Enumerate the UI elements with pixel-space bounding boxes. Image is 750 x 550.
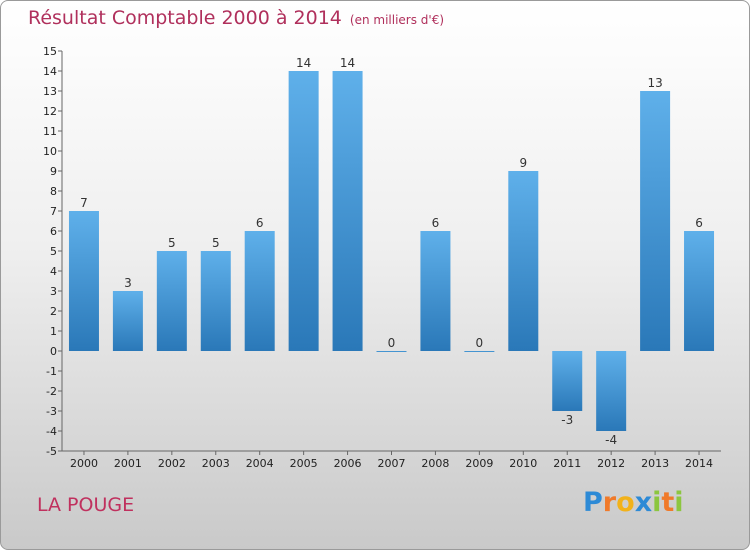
bar	[68, 211, 99, 351]
x-tick-label: 2001	[114, 457, 142, 470]
bar	[332, 71, 363, 351]
y-tick-label: 15	[43, 45, 57, 58]
x-tick-label: 2013	[641, 457, 669, 470]
y-tick-label: 9	[50, 165, 57, 178]
data-label: 6	[256, 216, 264, 230]
y-tick-label: 10	[43, 145, 57, 158]
x-tick-label: 2011	[553, 457, 581, 470]
data-label: 5	[168, 236, 176, 250]
x-tick-label: 2003	[202, 457, 230, 470]
y-tick-label: 0	[50, 345, 57, 358]
commune-name: LA POUGE	[37, 494, 135, 516]
bar	[596, 351, 627, 431]
x-tick-label: 2002	[158, 457, 186, 470]
y-tick-label: 2	[50, 305, 57, 318]
x-tick-label: 2004	[246, 457, 274, 470]
bar	[464, 351, 495, 352]
y-tick-label: 12	[43, 105, 57, 118]
data-label: 5	[212, 236, 220, 250]
y-tick-label: 4	[50, 265, 57, 278]
x-tick-label: 2005	[290, 457, 318, 470]
bar	[288, 71, 319, 351]
x-tick-label: 2006	[334, 457, 362, 470]
data-label: 0	[476, 336, 484, 350]
x-tick-label: 2010	[509, 457, 537, 470]
data-label: -3	[561, 413, 573, 427]
bar	[552, 351, 583, 411]
y-tick-label: 6	[50, 225, 57, 238]
bar	[420, 231, 451, 351]
bar	[200, 251, 231, 351]
y-tick-label: -4	[46, 425, 57, 438]
logo-letter: i	[652, 487, 662, 518]
bar	[640, 91, 671, 351]
bar	[684, 231, 715, 351]
y-tick-label: -2	[46, 385, 57, 398]
data-label: 14	[296, 56, 311, 70]
y-tick-label: 13	[43, 85, 57, 98]
x-tick-label: 2000	[70, 457, 98, 470]
x-tick-label: 2012	[597, 457, 625, 470]
chart-subtitle: (en milliers d'€)	[349, 13, 445, 27]
x-tick-label: 2008	[421, 457, 449, 470]
data-label: 6	[695, 216, 703, 230]
logo-letter: P	[583, 487, 603, 518]
y-tick-label: -5	[46, 445, 57, 458]
y-tick-label: 7	[50, 205, 57, 218]
data-label: 13	[647, 76, 662, 90]
x-tick-label: 2009	[465, 457, 493, 470]
bar	[156, 251, 187, 351]
y-tick-label: -3	[46, 405, 57, 418]
bar	[244, 231, 275, 351]
y-tick-label: 8	[50, 185, 57, 198]
data-label: 6	[432, 216, 440, 230]
logo-letter: i	[674, 487, 684, 518]
logo-letter: o	[616, 487, 635, 518]
bar	[112, 291, 143, 351]
y-tick-label: 14	[43, 65, 57, 78]
x-tick-label: 2014	[685, 457, 713, 470]
y-tick-label: 1	[50, 325, 57, 338]
bar	[376, 351, 407, 352]
data-label: 14	[340, 56, 355, 70]
data-label: 0	[388, 336, 396, 350]
y-tick-label: 11	[43, 125, 57, 138]
y-tick-label: 3	[50, 285, 57, 298]
logo-letter: r	[602, 487, 617, 518]
data-label: 3	[124, 276, 132, 290]
x-tick-label: 2007	[378, 457, 406, 470]
y-tick-label: -1	[46, 365, 57, 378]
proxiti-logo: Proxiti	[583, 487, 684, 518]
logo-letter: x	[634, 487, 653, 518]
data-label: 9	[519, 156, 527, 170]
bar	[508, 171, 539, 351]
data-label: 7	[80, 196, 88, 210]
data-label: -4	[605, 433, 617, 447]
chart-title-text: Résultat Comptable 2000 à 2014	[28, 7, 342, 29]
y-tick-label: 5	[50, 245, 57, 258]
logo-letter: t	[661, 487, 675, 518]
chart-title: Résultat Comptable 2000 à 2014 (en millie…	[28, 7, 444, 29]
